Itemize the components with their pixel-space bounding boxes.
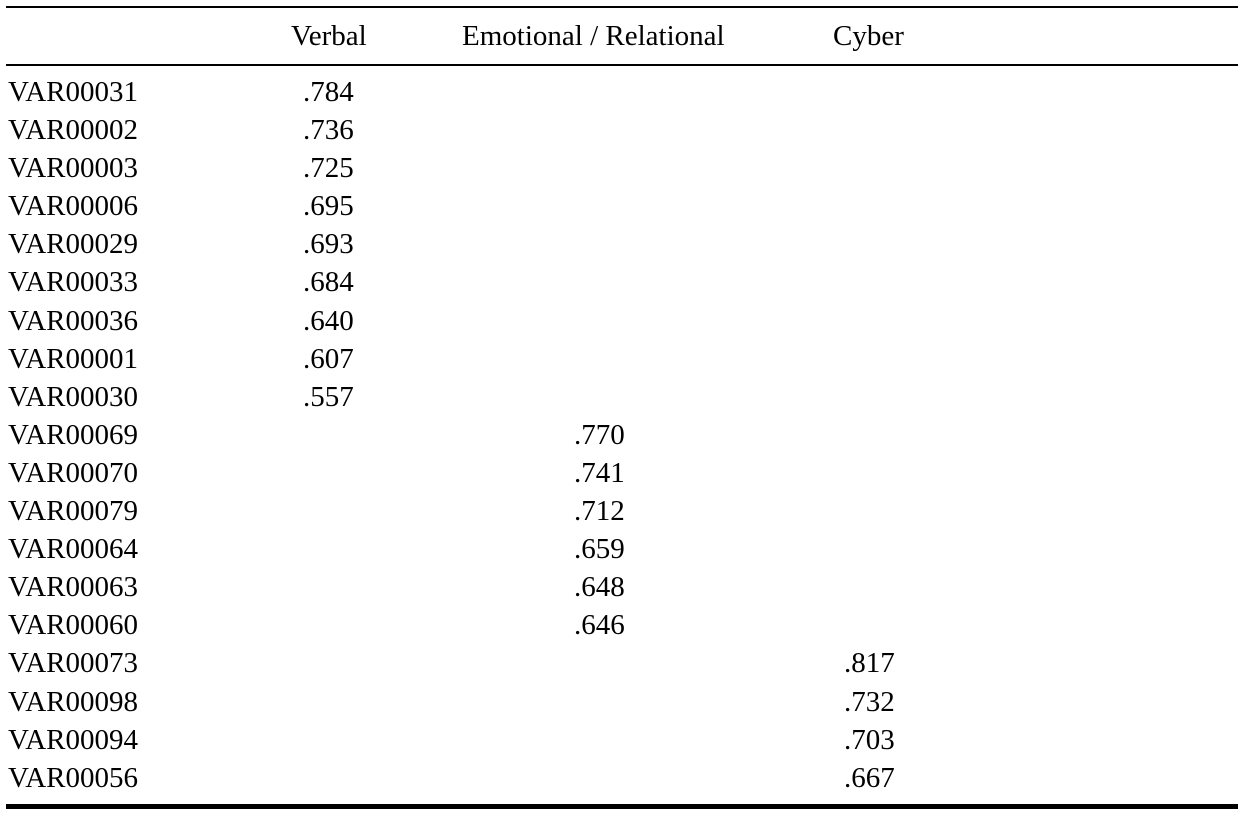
variable-name-cell: VAR00003 (8, 152, 138, 185)
table-row: VAR00069 .770 (0, 416, 1243, 454)
variable-name-cell: VAR00073 (8, 647, 138, 680)
verbal-loading-cell: .695 (303, 190, 354, 223)
table-row: VAR00033 .684 (0, 263, 1243, 301)
verbal-loading-cell: .693 (303, 228, 354, 261)
cyber-loading-cell: .667 (844, 761, 895, 794)
variable-name-cell: VAR00031 (8, 76, 138, 108)
verbal-loading-cell: .684 (303, 266, 354, 299)
table-body: VAR00031.784 VAR00002.736 VAR00003.725 VAR0… (0, 73, 1243, 797)
table-row: VAR00006 .695 (0, 187, 1243, 225)
variable-name-cell: VAR00056 (8, 761, 138, 794)
variable-name-cell: VAR00002 (8, 114, 138, 147)
bottom-rule (6, 804, 1238, 809)
table-row: VAR00036 .640 (0, 302, 1243, 340)
variable-name-cell: VAR00098 (8, 685, 138, 718)
variable-name-cell: VAR00030 (8, 380, 138, 413)
variable-name-cell: VAR00033 (8, 266, 138, 299)
verbal-loading-cell: .640 (303, 304, 354, 337)
variable-name-cell: VAR00069 (8, 418, 138, 451)
table-row: VAR00064 .659 (0, 530, 1243, 568)
table-row: VAR00063 .648 (0, 568, 1243, 606)
variable-name-cell: VAR00070 (8, 456, 138, 489)
emotional-loading-cell: .659 (574, 533, 625, 566)
variable-name-cell: VAR00060 (8, 609, 138, 642)
table-row: VAR00001 .607 (0, 340, 1243, 378)
variable-name-cell: VAR00094 (8, 723, 138, 756)
column-header-cyber: Cyber (833, 20, 904, 52)
emotional-loading-cell: .770 (574, 418, 625, 451)
variable-name-cell: VAR00029 (8, 228, 138, 261)
variable-name-cell: VAR00079 (8, 495, 138, 528)
table-row: VAR00002 .736 (0, 111, 1243, 149)
table-row: VAR00060 .646 (0, 606, 1243, 644)
column-header-verbal: Verbal (291, 20, 367, 52)
emotional-loading-cell: .712 (574, 495, 625, 528)
cyber-loading-cell: .732 (844, 685, 895, 718)
emotional-loading-cell: .648 (574, 571, 625, 604)
table-row: VAR00031 .784 (0, 73, 1243, 111)
top-rule (6, 6, 1238, 8)
variable-name-cell: VAR00006 (8, 190, 138, 223)
variable-name-cell: VAR00063 (8, 571, 138, 604)
table-row: VAR00056 .667 (0, 759, 1243, 797)
verbal-loading-cell: .607 (303, 342, 354, 375)
verbal-loading-cell: .736 (303, 114, 354, 147)
variable-name-cell: VAR00001 (8, 342, 138, 375)
emotional-loading-cell: .646 (574, 609, 625, 642)
table-row: VAR00094 .703 (0, 721, 1243, 759)
table-row: VAR00070 .741 (0, 454, 1243, 492)
variable-name-cell: VAR00064 (8, 533, 138, 566)
verbal-loading-cell: .557 (303, 380, 354, 413)
emotional-loading-cell: .741 (574, 456, 625, 489)
table-row: VAR00029 .693 (0, 225, 1243, 263)
column-header-emotional-relational: Emotional / Relational (462, 20, 725, 52)
cyber-loading-cell: .703 (844, 723, 895, 756)
table-row: VAR00073 .817 (0, 644, 1243, 682)
header-rule (6, 64, 1238, 66)
variable-name-cell: VAR00036 (8, 304, 138, 337)
verbal-loading-cell: .725 (303, 152, 354, 185)
table-row: VAR00098 .732 (0, 683, 1243, 721)
verbal-loading-cell: .784 (303, 76, 354, 108)
table-row: VAR00003 .725 (0, 149, 1243, 187)
table-row: VAR00030 .557 (0, 378, 1243, 416)
table-row: VAR00079 .712 (0, 492, 1243, 530)
cyber-loading-cell: .817 (844, 647, 895, 680)
